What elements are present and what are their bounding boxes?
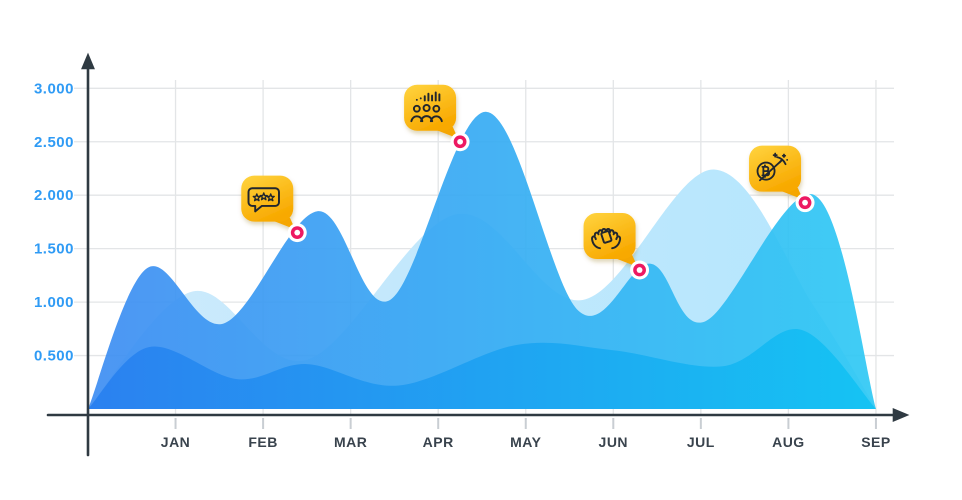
reviews-callout-bubble[interactable]	[241, 175, 295, 229]
wave-series-group	[88, 111, 876, 409]
x-axis-ticks: JAN FEB MAR APR MAY JUN JUL AUG SEP	[161, 418, 891, 450]
bitcoin-mining-callout[interactable]	[749, 145, 815, 213]
x-axis-label-jan: JAN	[161, 434, 191, 450]
team-results-callout[interactable]	[404, 84, 470, 152]
care-hands-callout-marker[interactable]	[630, 260, 650, 280]
y-axis-label-3.000: 3.000	[34, 80, 74, 97]
team-results-callout-marker[interactable]	[450, 132, 470, 152]
x-axis-label-mar: MAR	[334, 434, 367, 450]
x-axis-label-apr: APR	[423, 434, 454, 450]
y-axis-label-2.000: 2.000	[34, 187, 74, 204]
care-hands-callout[interactable]	[583, 213, 650, 280]
bitcoin-mining-callout-bubble[interactable]	[749, 145, 803, 199]
x-axis-label-may: MAY	[510, 434, 541, 450]
team-results-callout-bubble[interactable]	[404, 84, 458, 138]
x-axis-arrow-icon	[892, 408, 910, 422]
y-axis-label-2.500: 2.500	[34, 134, 74, 151]
y-axis-label-0.500: 0.500	[34, 348, 74, 365]
y-axis-arrow-icon	[81, 52, 95, 70]
y-axis-label-1.000: 1.000	[34, 294, 74, 311]
reviews-callout[interactable]	[241, 175, 307, 243]
x-axis-label-sep: SEP	[861, 434, 891, 450]
bitcoin-mining-callout-marker[interactable]	[795, 193, 815, 213]
x-axis-label-jun: JUN	[599, 434, 629, 450]
care-hands-callout-bubble[interactable]	[583, 213, 637, 267]
series-front-dark-wave	[88, 329, 876, 409]
x-axis-label-jul: JUL	[687, 434, 715, 450]
x-axis-label-aug: AUG	[772, 434, 805, 450]
axes	[46, 52, 910, 457]
y-axis-labels: 0.500 1.000 1.500 2.000 2.500 3.000	[34, 80, 74, 364]
reviews-callout-marker[interactable]	[287, 223, 307, 243]
y-axis-label-1.500: 1.500	[34, 241, 74, 258]
series-middle-blue-wave	[88, 111, 876, 409]
x-axis-label-feb: FEB	[248, 434, 278, 450]
